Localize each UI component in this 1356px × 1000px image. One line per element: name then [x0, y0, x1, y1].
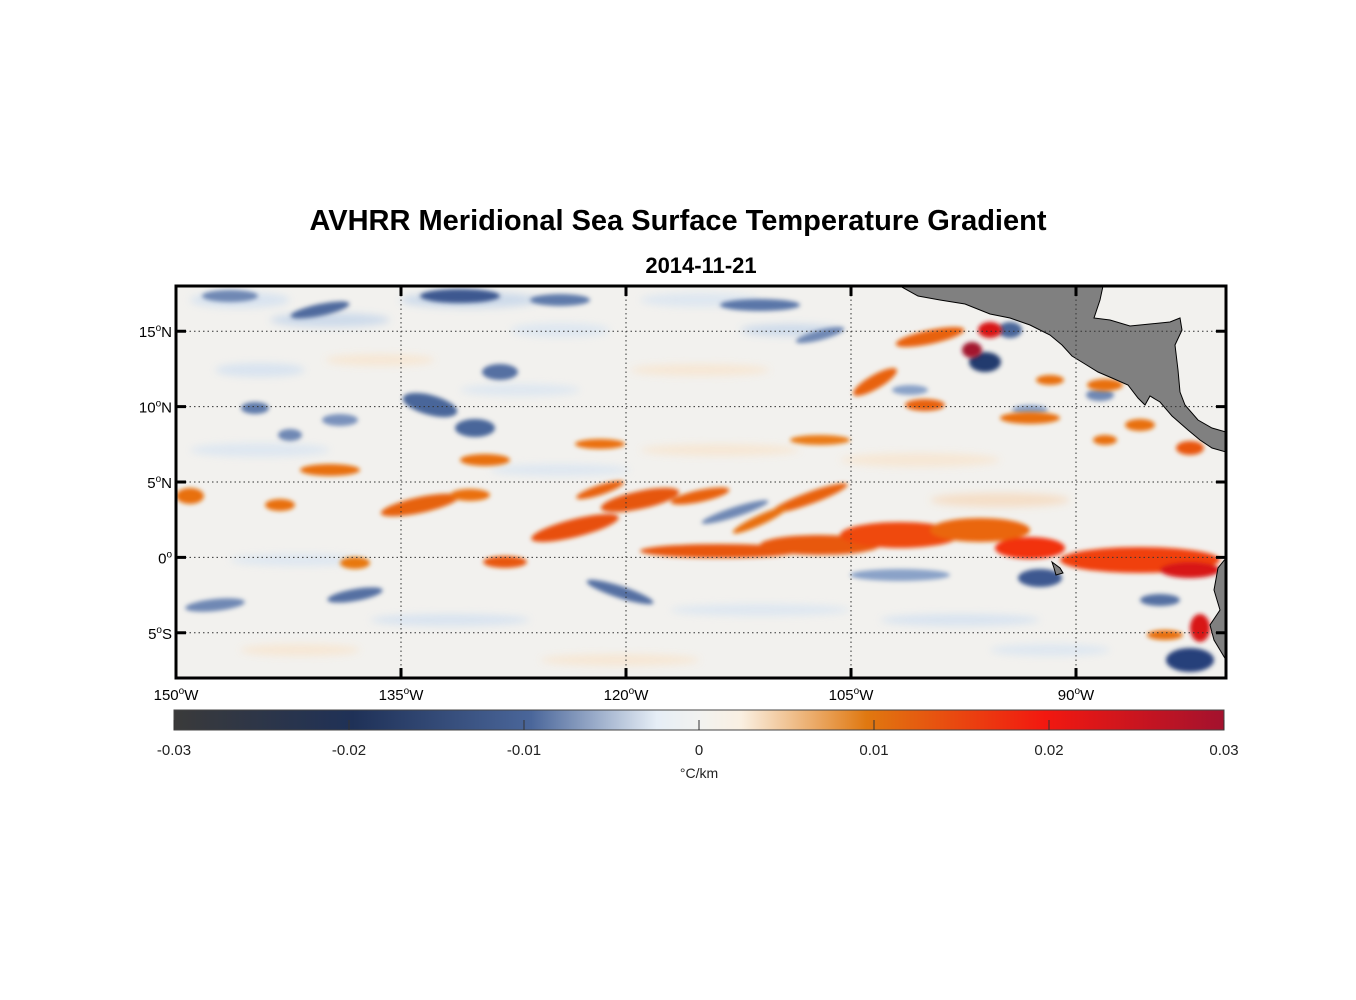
lat-tick-label: 5oS	[148, 625, 172, 643]
map-title: AVHRR Meridional Sea Surface Temperature…	[309, 205, 1047, 237]
lat-tick-label: 15oN	[139, 323, 172, 341]
colorbar-tick-label: -0.03	[157, 742, 191, 759]
galapagos-island	[1051, 560, 1064, 576]
lat-tick-label: 5oN	[147, 474, 172, 492]
central-america-land	[898, 286, 1226, 453]
colorbar-units: °C/km	[680, 765, 718, 781]
longitude-labels: 150oW 135oW 120oW 105oW 90oW	[154, 686, 1095, 704]
positive-gradient-features	[176, 322, 1220, 642]
lat-tick-label: 0o	[158, 549, 172, 567]
lat-tick-label: 10oN	[139, 399, 172, 417]
map-frame	[174, 284, 1228, 680]
negative-gradient-features	[185, 289, 1214, 672]
lon-tick-label: 90oW	[1058, 686, 1095, 704]
lon-tick-label: 120oW	[604, 686, 650, 704]
south-america-land	[1209, 557, 1226, 661]
colorbar-tick-label: 0.03	[1209, 742, 1238, 759]
lon-tick-label: 105oW	[829, 686, 875, 704]
colorbar-tick-label: -0.02	[332, 742, 366, 759]
latitude-labels: 15oN 10oN 5oN 0o 5oS	[139, 323, 173, 643]
colorbar: -0.03 -0.02 -0.01 0 0.01 0.02 0.03 °C/km	[157, 709, 1239, 781]
colorbar-tick-label: -0.01	[507, 742, 541, 759]
land-masses	[898, 286, 1226, 661]
colorbar-ticks: -0.03 -0.02 -0.01 0 0.01 0.02 0.03	[157, 720, 1239, 759]
colorbar-tick-label: 0	[695, 742, 703, 759]
colorbar-tick-label: 0.01	[859, 742, 888, 759]
lon-tick-label: 135oW	[379, 686, 425, 704]
gradient-field	[176, 286, 1226, 672]
map-date: 2014-11-21	[645, 253, 757, 278]
colorbar-tick-label: 0.02	[1034, 742, 1063, 759]
lon-tick-label: 150oW	[154, 686, 200, 704]
map-plot-area	[174, 284, 1228, 680]
